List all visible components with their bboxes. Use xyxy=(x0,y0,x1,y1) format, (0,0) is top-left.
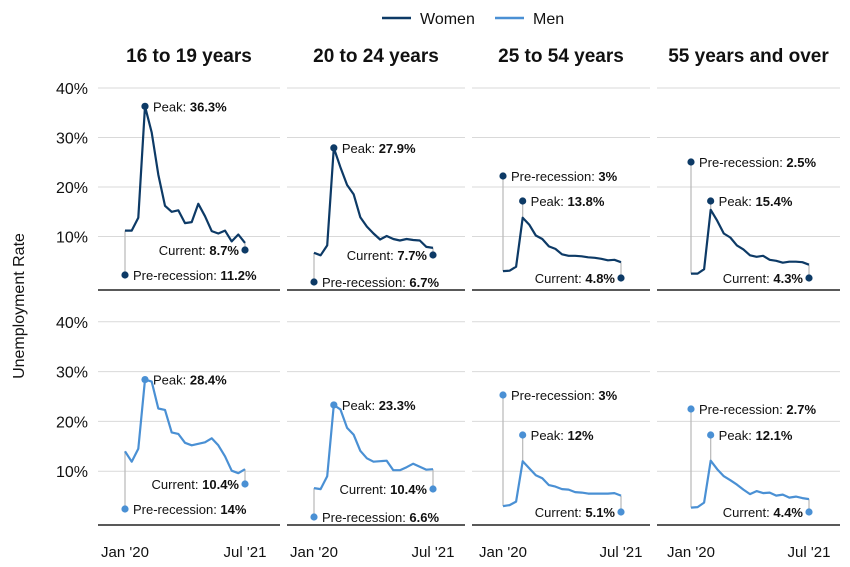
peak-label: Peak: 36.3% xyxy=(153,99,227,114)
peak-dot xyxy=(330,144,338,152)
facet-title: 20 to 24 years xyxy=(313,46,439,67)
series-women: Pre-recession: 6.7% Peak: 27.9% Current: 7… xyxy=(310,141,439,290)
y-tick-label: 10% xyxy=(56,464,88,481)
x-tick-label: Jan '20 xyxy=(101,544,149,561)
current-label: Current: 7.7% xyxy=(347,248,428,263)
facet-panel: 16 to 19 years Jan '20 Jul '21 Pre-recessio… xyxy=(98,46,280,561)
y-tick-label: 20% xyxy=(56,180,88,197)
current-dot xyxy=(429,485,437,493)
peak-label: Peak: 27.9% xyxy=(342,141,416,156)
x-tick-label: Jul '21 xyxy=(412,544,455,561)
x-tick-label: Jul '21 xyxy=(224,544,267,561)
series-women: Pre-recession: 11.2% Peak: 36.3% Current: … xyxy=(121,99,257,283)
y-tick-label: 10% xyxy=(56,230,88,247)
y-axis-label: Unemployment Rate xyxy=(11,233,28,379)
pre-recession-dot xyxy=(687,158,695,166)
series-men: Pre-recession: 3% Peak: 12% Current: 5.1% xyxy=(499,388,625,520)
facet-panel: 55 years and over Jan '20 Jul '21 Pre-reces… xyxy=(657,46,840,561)
series-men: Pre-recession: 2.7% Peak: 12.1% Current: 4… xyxy=(687,402,816,520)
y-tick-label: 30% xyxy=(56,365,88,382)
current-dot xyxy=(241,480,249,488)
peak-label: Peak: 28.4% xyxy=(153,373,227,388)
current-label: Current: 10.4% xyxy=(152,477,240,492)
series-line-men xyxy=(313,403,434,491)
peak-dot xyxy=(519,197,527,205)
series-women: Pre-recession: 3% Peak: 13.8% Current: 4.8… xyxy=(499,169,625,286)
legend-label-men: Men xyxy=(533,11,564,28)
series-line-women xyxy=(125,105,246,244)
peak-dot xyxy=(141,102,149,110)
peak-label: Peak: 23.3% xyxy=(342,398,416,413)
pre-recession-dot xyxy=(310,278,318,286)
series-line-women xyxy=(502,216,622,273)
x-tick-label: Jul '21 xyxy=(788,544,831,561)
peak-dot xyxy=(707,431,715,439)
peak-label: Peak: 13.8% xyxy=(531,194,605,209)
current-dot xyxy=(617,508,625,516)
x-tick-label: Jul '21 xyxy=(600,544,643,561)
facet-title: 25 to 54 years xyxy=(498,46,624,67)
series-line-men xyxy=(690,459,810,509)
legend-label-women: Women xyxy=(420,11,475,28)
peak-dot xyxy=(141,375,149,384)
pre-recession-dot xyxy=(121,271,129,279)
pre-recession-dot xyxy=(499,172,507,180)
pre-recession-label: Pre-recession: 3% xyxy=(511,388,618,403)
current-label: Current: 4.3% xyxy=(723,271,804,286)
peak-label: Peak: 15.4% xyxy=(719,194,793,209)
pre-recession-label: Pre-recession: 6.7% xyxy=(322,275,439,290)
facet-panel: 25 to 54 years Jan '20 Jul '21 Pre-recessio… xyxy=(472,46,650,561)
peak-dot xyxy=(330,401,338,409)
pre-recession-dot xyxy=(499,391,507,399)
pre-recession-dot xyxy=(687,405,695,413)
pre-recession-label: Pre-recession: 2.5% xyxy=(699,155,816,170)
current-label: Current: 8.7% xyxy=(159,243,240,258)
current-label: Current: 10.4% xyxy=(340,482,428,497)
pre-recession-dot xyxy=(121,505,129,513)
current-dot xyxy=(241,246,249,254)
x-tick-label: Jan '20 xyxy=(479,544,527,561)
facet-panels: 16 to 19 years Jan '20 Jul '21 Pre-recessio… xyxy=(98,46,840,561)
peak-dot xyxy=(519,431,527,439)
peak-label: Peak: 12% xyxy=(531,428,594,443)
x-tick-label: Jan '20 xyxy=(290,544,338,561)
pre-recession-label: Pre-recession: 11.2% xyxy=(133,268,257,283)
series-women: Pre-recession: 2.5% Peak: 15.4% Current: 4… xyxy=(687,155,816,286)
current-label: Current: 4.8% xyxy=(535,271,616,286)
pre-recession-label: Pre-recession: 6.6% xyxy=(322,510,439,525)
pre-recession-label: Pre-recession: 2.7% xyxy=(699,402,816,417)
x-tick-label: Jan '20 xyxy=(667,544,715,561)
series-line-women xyxy=(313,146,434,257)
current-dot xyxy=(429,251,437,259)
y-tick-label: 20% xyxy=(56,414,88,431)
series-line-men xyxy=(124,378,246,475)
y-tick-label: 30% xyxy=(56,131,88,148)
pre-recession-dot xyxy=(310,513,318,521)
y-tick-label: 40% xyxy=(56,315,88,332)
pre-recession-label: Pre-recession: 3% xyxy=(511,169,618,184)
y-tick-label: 40% xyxy=(56,81,88,98)
chart-legend: Women Men xyxy=(382,11,564,28)
peak-dot xyxy=(707,197,715,205)
facet-title: 16 to 19 years xyxy=(126,46,252,67)
peak-label: Peak: 12.1% xyxy=(719,428,793,443)
facet-title: 55 years and over xyxy=(668,46,829,67)
facet-panel: 20 to 24 years Jan '20 Jul '21 Pre-recessio… xyxy=(287,46,465,561)
current-dot xyxy=(805,274,813,282)
current-dot xyxy=(805,508,813,516)
current-dot xyxy=(617,274,625,282)
current-label: Current: 4.4% xyxy=(723,505,804,520)
series-men: Pre-recession: 14% Peak: 28.4% Current: 10… xyxy=(121,373,249,517)
series-line-men xyxy=(502,460,622,508)
current-label: Current: 5.1% xyxy=(535,505,616,520)
series-men: Pre-recession: 6.6% Peak: 23.3% Current: 1… xyxy=(310,398,439,525)
series-line-women xyxy=(691,208,810,275)
pre-recession-label: Pre-recession: 14% xyxy=(133,502,247,517)
